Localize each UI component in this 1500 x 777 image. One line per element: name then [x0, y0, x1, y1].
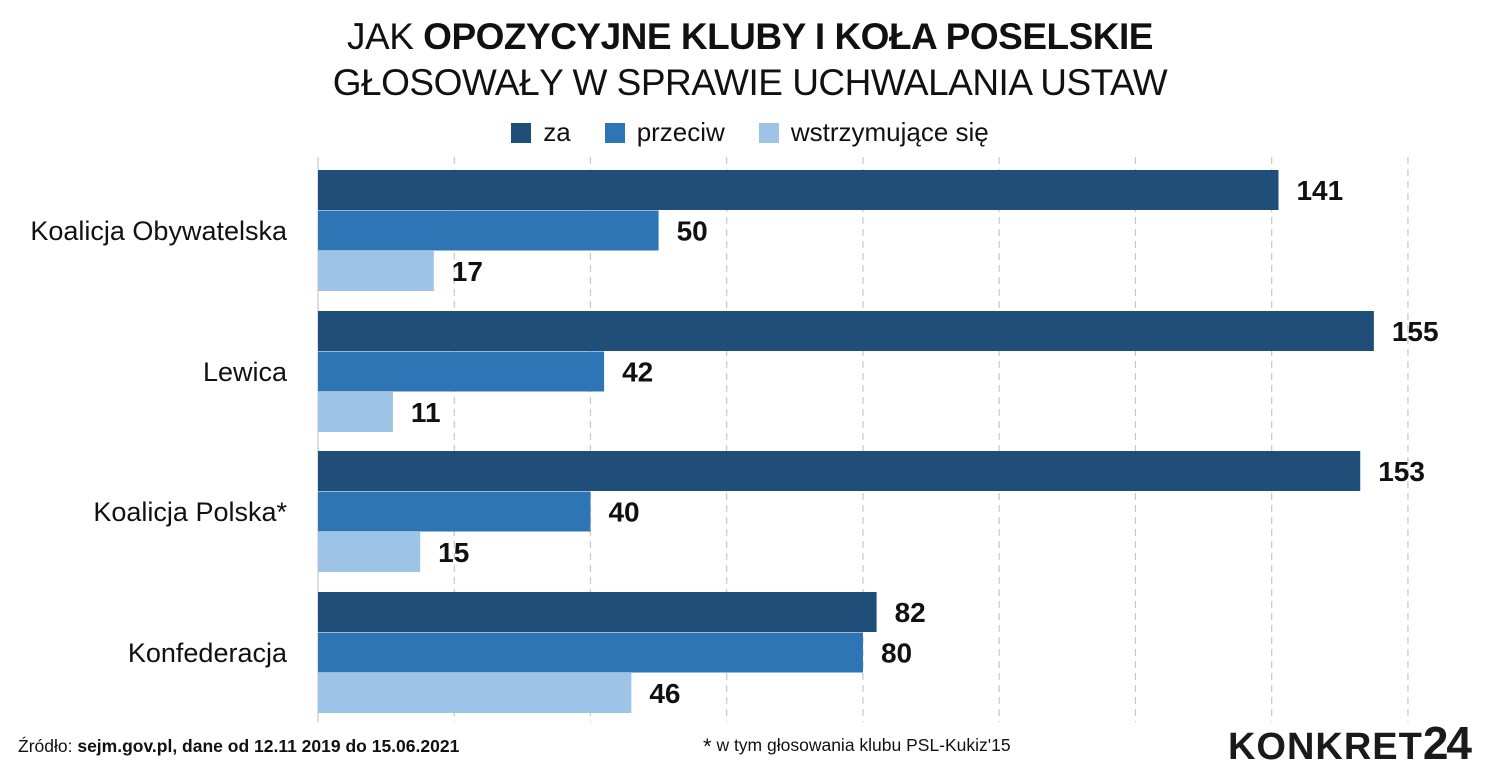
source-text: sejm.gov.pl, dane od 12.11 2019 do 15.06… [77, 736, 460, 756]
data-label: 82 [895, 597, 926, 628]
legend-swatch-przeciw [604, 122, 625, 143]
data-label: 17 [452, 256, 483, 287]
bar [318, 592, 877, 632]
source-label: Źródło: [18, 736, 73, 756]
legend-item-wstrzymujace: wstrzymujące się [758, 117, 989, 148]
data-label: 80 [881, 638, 912, 669]
data-label: 40 [608, 497, 639, 528]
legend-label-przeciw: przeciw [636, 117, 725, 147]
category-label: Koalicja Obywatelska [30, 216, 288, 246]
chart-title-main: OPOZYCYJNE KLUBY I KOŁA POSELSKIE [423, 16, 1153, 57]
logo-number: 24 [1422, 717, 1472, 769]
source-note: Źródło: sejm.gov.pl, dane od 12.11 2019 … [18, 736, 459, 757]
legend-swatch-za [511, 122, 532, 143]
data-label: 153 [1378, 456, 1425, 487]
legend: za przeciw wstrzymujące się [0, 117, 1500, 148]
chart-title-line-1: JAK OPOZYCYJNE KLUBY I KOŁA POSELSKIE [0, 16, 1500, 58]
bar [318, 251, 434, 291]
category-label: Koalicja Polska* [93, 497, 287, 527]
chart-title-prefix: JAK [347, 16, 414, 57]
footnote-text: w tym głosowania klubu PSL-Kukiz'15 [716, 735, 1011, 755]
bar [318, 491, 591, 532]
data-label: 50 [677, 216, 708, 247]
data-label: 141 [1296, 175, 1343, 206]
legend-swatch-wstrzymujace [758, 122, 779, 143]
footnote-star: * [703, 734, 712, 759]
legend-item-za: za [511, 117, 571, 148]
bar [318, 632, 863, 673]
category-label: Lewica [203, 357, 288, 387]
bar [318, 532, 421, 572]
bar [318, 170, 1279, 210]
bar [318, 351, 605, 392]
data-label: 15 [438, 537, 469, 568]
footnote: * w tym głosowania klubu PSL-Kukiz'15 [703, 734, 1011, 760]
legend-label-za: za [543, 117, 571, 147]
data-label: 42 [622, 357, 653, 388]
bar [318, 451, 1361, 491]
category-label: Konfederacja [128, 638, 288, 668]
logo-text: KONKRET [1227, 726, 1423, 768]
konkret24-logo: KONKRET24 [1227, 716, 1472, 770]
legend-label-wstrzymujace: wstrzymujące się [790, 117, 989, 147]
data-label: 155 [1392, 316, 1439, 347]
bar [318, 392, 393, 432]
bar [318, 311, 1374, 351]
data-label: 46 [649, 678, 680, 709]
data-label: 11 [411, 397, 441, 428]
chart-title-line-2: GŁOSOWAŁY W SPRAWIE UCHWALANIA USTAW [332, 62, 1168, 103]
bar [318, 673, 632, 713]
bar [318, 210, 659, 251]
legend-item-przeciw: przeciw [604, 117, 725, 148]
